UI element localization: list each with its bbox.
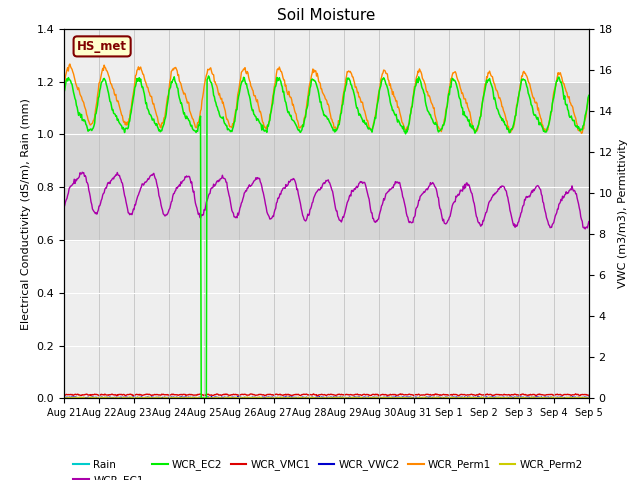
Y-axis label: VWC (m3/m3), Permittivity: VWC (m3/m3), Permittivity: [618, 139, 628, 288]
Bar: [64, 82, 589, 240]
Y-axis label: Electrical Conductivity (dS/m), Rain (mm): Electrical Conductivity (dS/m), Rain (mm…: [21, 97, 31, 330]
Title: Soil Moisture: Soil Moisture: [277, 9, 376, 24]
Legend: Rain, WCR_EC1, WCR_EC2, WCR_VMC1, WCR_VWC2, WCR_Perm1, WCR_Perm2: Rain, WCR_EC1, WCR_EC2, WCR_VMC1, WCR_VW…: [69, 456, 587, 480]
Text: HS_met: HS_met: [77, 40, 127, 53]
